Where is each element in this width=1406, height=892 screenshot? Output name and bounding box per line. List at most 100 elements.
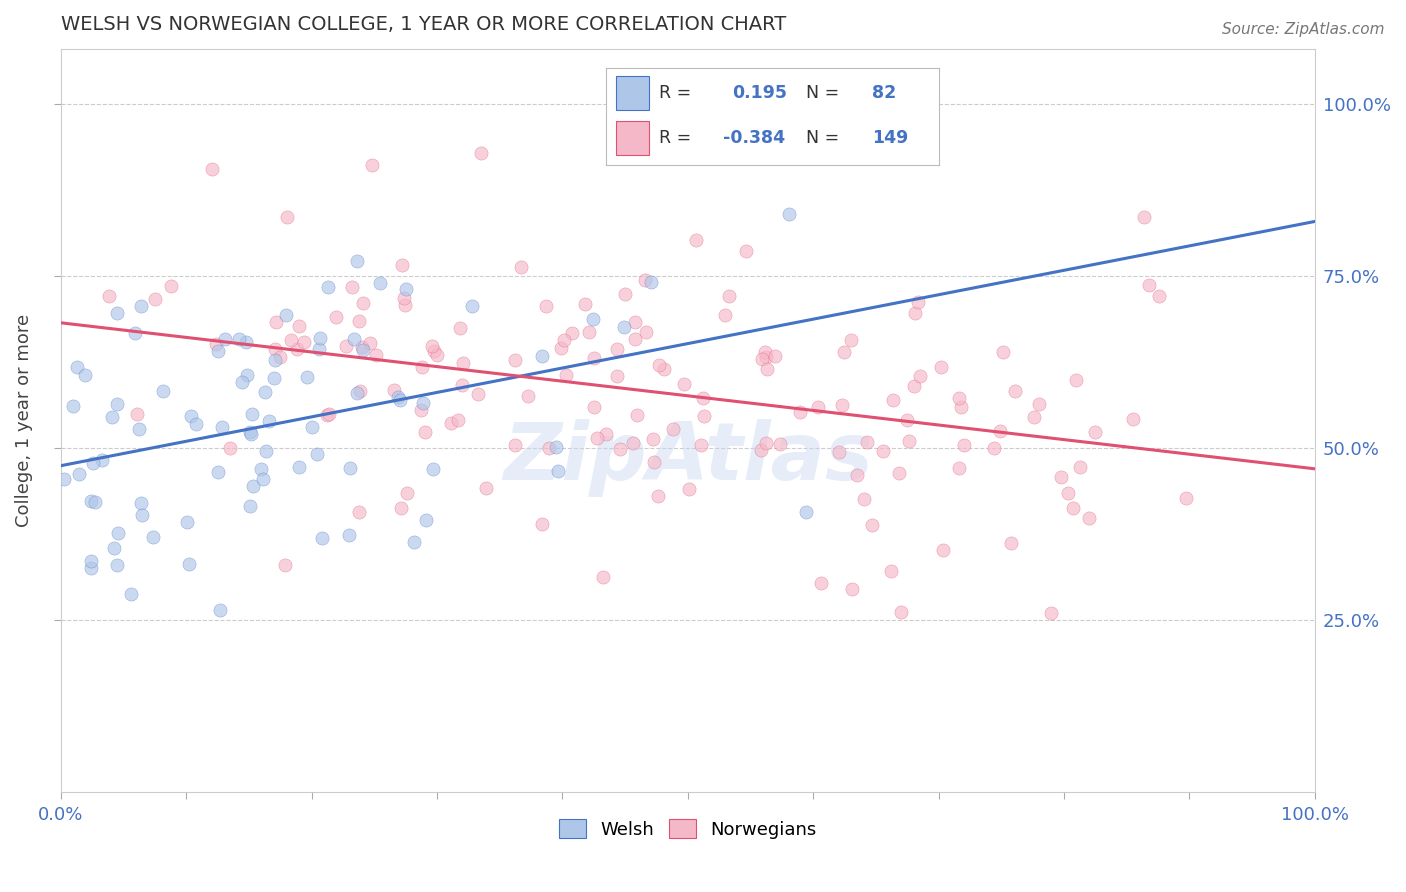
Point: [124, 326, 146, 341]
Legend: Welsh, Norwegians: Welsh, Norwegians: [551, 813, 824, 846]
Point: [105, 397, 128, 411]
Point: [240, 407, 263, 421]
Point: [1122, 412, 1144, 426]
Point: [531, 517, 554, 532]
Point: [904, 306, 927, 320]
Point: [276, 210, 298, 224]
Point: [292, 334, 315, 349]
Point: [318, 407, 340, 421]
Point: [80, 561, 103, 575]
Point: [79, 554, 101, 568]
Point: [84, 495, 107, 509]
Point: [395, 282, 418, 296]
Point: [287, 319, 309, 334]
Point: [1062, 501, 1084, 516]
Point: [295, 370, 318, 384]
Point: [647, 489, 669, 503]
Point: [66, 360, 89, 375]
Point: [208, 603, 231, 617]
Point: [647, 358, 669, 372]
Point: [340, 280, 363, 294]
Point: [335, 339, 357, 353]
Point: [692, 391, 714, 405]
Point: [254, 384, 277, 399]
Point: [1175, 491, 1198, 506]
Point: [1132, 210, 1154, 224]
Point: [219, 442, 242, 456]
Point: [387, 390, 409, 404]
Point: [309, 331, 332, 345]
Point: [359, 335, 381, 350]
Point: [318, 280, 340, 294]
Point: [1000, 536, 1022, 550]
Point: [689, 438, 711, 452]
Point: [1077, 511, 1099, 525]
Point: [583, 401, 606, 415]
Point: [640, 275, 662, 289]
Point: [1028, 397, 1050, 411]
Point: [250, 462, 273, 476]
Point: [582, 312, 605, 326]
Point: [451, 378, 474, 392]
Point: [547, 464, 569, 478]
Point: [474, 481, 496, 495]
Point: [316, 408, 339, 422]
Point: [82, 456, 104, 470]
Point: [364, 348, 387, 362]
Point: [735, 244, 758, 258]
Point: [184, 417, 207, 431]
Point: [394, 297, 416, 311]
Point: [285, 342, 308, 356]
Point: [561, 326, 583, 341]
Point: [929, 360, 952, 375]
Point: [673, 377, 696, 392]
Point: [211, 420, 233, 434]
Point: [751, 352, 773, 367]
Point: [447, 412, 470, 426]
Point: [896, 412, 918, 426]
Point: [948, 460, 970, 475]
Point: [606, 343, 628, 357]
Point: [574, 297, 596, 311]
Point: [932, 542, 955, 557]
Point: [1147, 289, 1170, 303]
Point: [413, 425, 436, 440]
Point: [634, 273, 657, 287]
Point: [882, 393, 904, 408]
Point: [325, 310, 347, 324]
Point: [105, 305, 128, 319]
Point: [550, 341, 572, 355]
Point: [231, 375, 253, 389]
Point: [214, 332, 236, 346]
Point: [264, 315, 287, 329]
Point: [80, 494, 103, 508]
Point: [839, 333, 862, 347]
Point: [62, 399, 84, 413]
Text: ZipAtlas: ZipAtlas: [503, 419, 873, 497]
Point: [160, 279, 183, 293]
Point: [763, 349, 786, 363]
Point: [910, 368, 932, 383]
Point: [623, 435, 645, 450]
Point: [880, 564, 903, 578]
Point: [609, 442, 631, 456]
Text: WELSH VS NORWEGIAN COLLEGE, 1 YEAR OR MORE CORRELATION CHART: WELSH VS NORWEGIAN COLLEGE, 1 YEAR OR MO…: [60, 15, 786, 34]
Point: [269, 350, 291, 364]
Point: [845, 468, 868, 483]
Point: [841, 582, 863, 597]
Point: [595, 427, 617, 442]
Point: [52, 471, 75, 485]
Point: [624, 332, 647, 346]
Point: [180, 409, 202, 424]
Point: [613, 287, 636, 301]
Point: [828, 444, 851, 458]
Point: [1064, 373, 1087, 387]
Point: [831, 398, 853, 412]
Point: [388, 393, 411, 408]
Point: [988, 424, 1011, 438]
Point: [423, 343, 446, 358]
Point: [404, 535, 426, 549]
Point: [280, 333, 302, 347]
Point: [176, 516, 198, 530]
Point: [131, 508, 153, 522]
